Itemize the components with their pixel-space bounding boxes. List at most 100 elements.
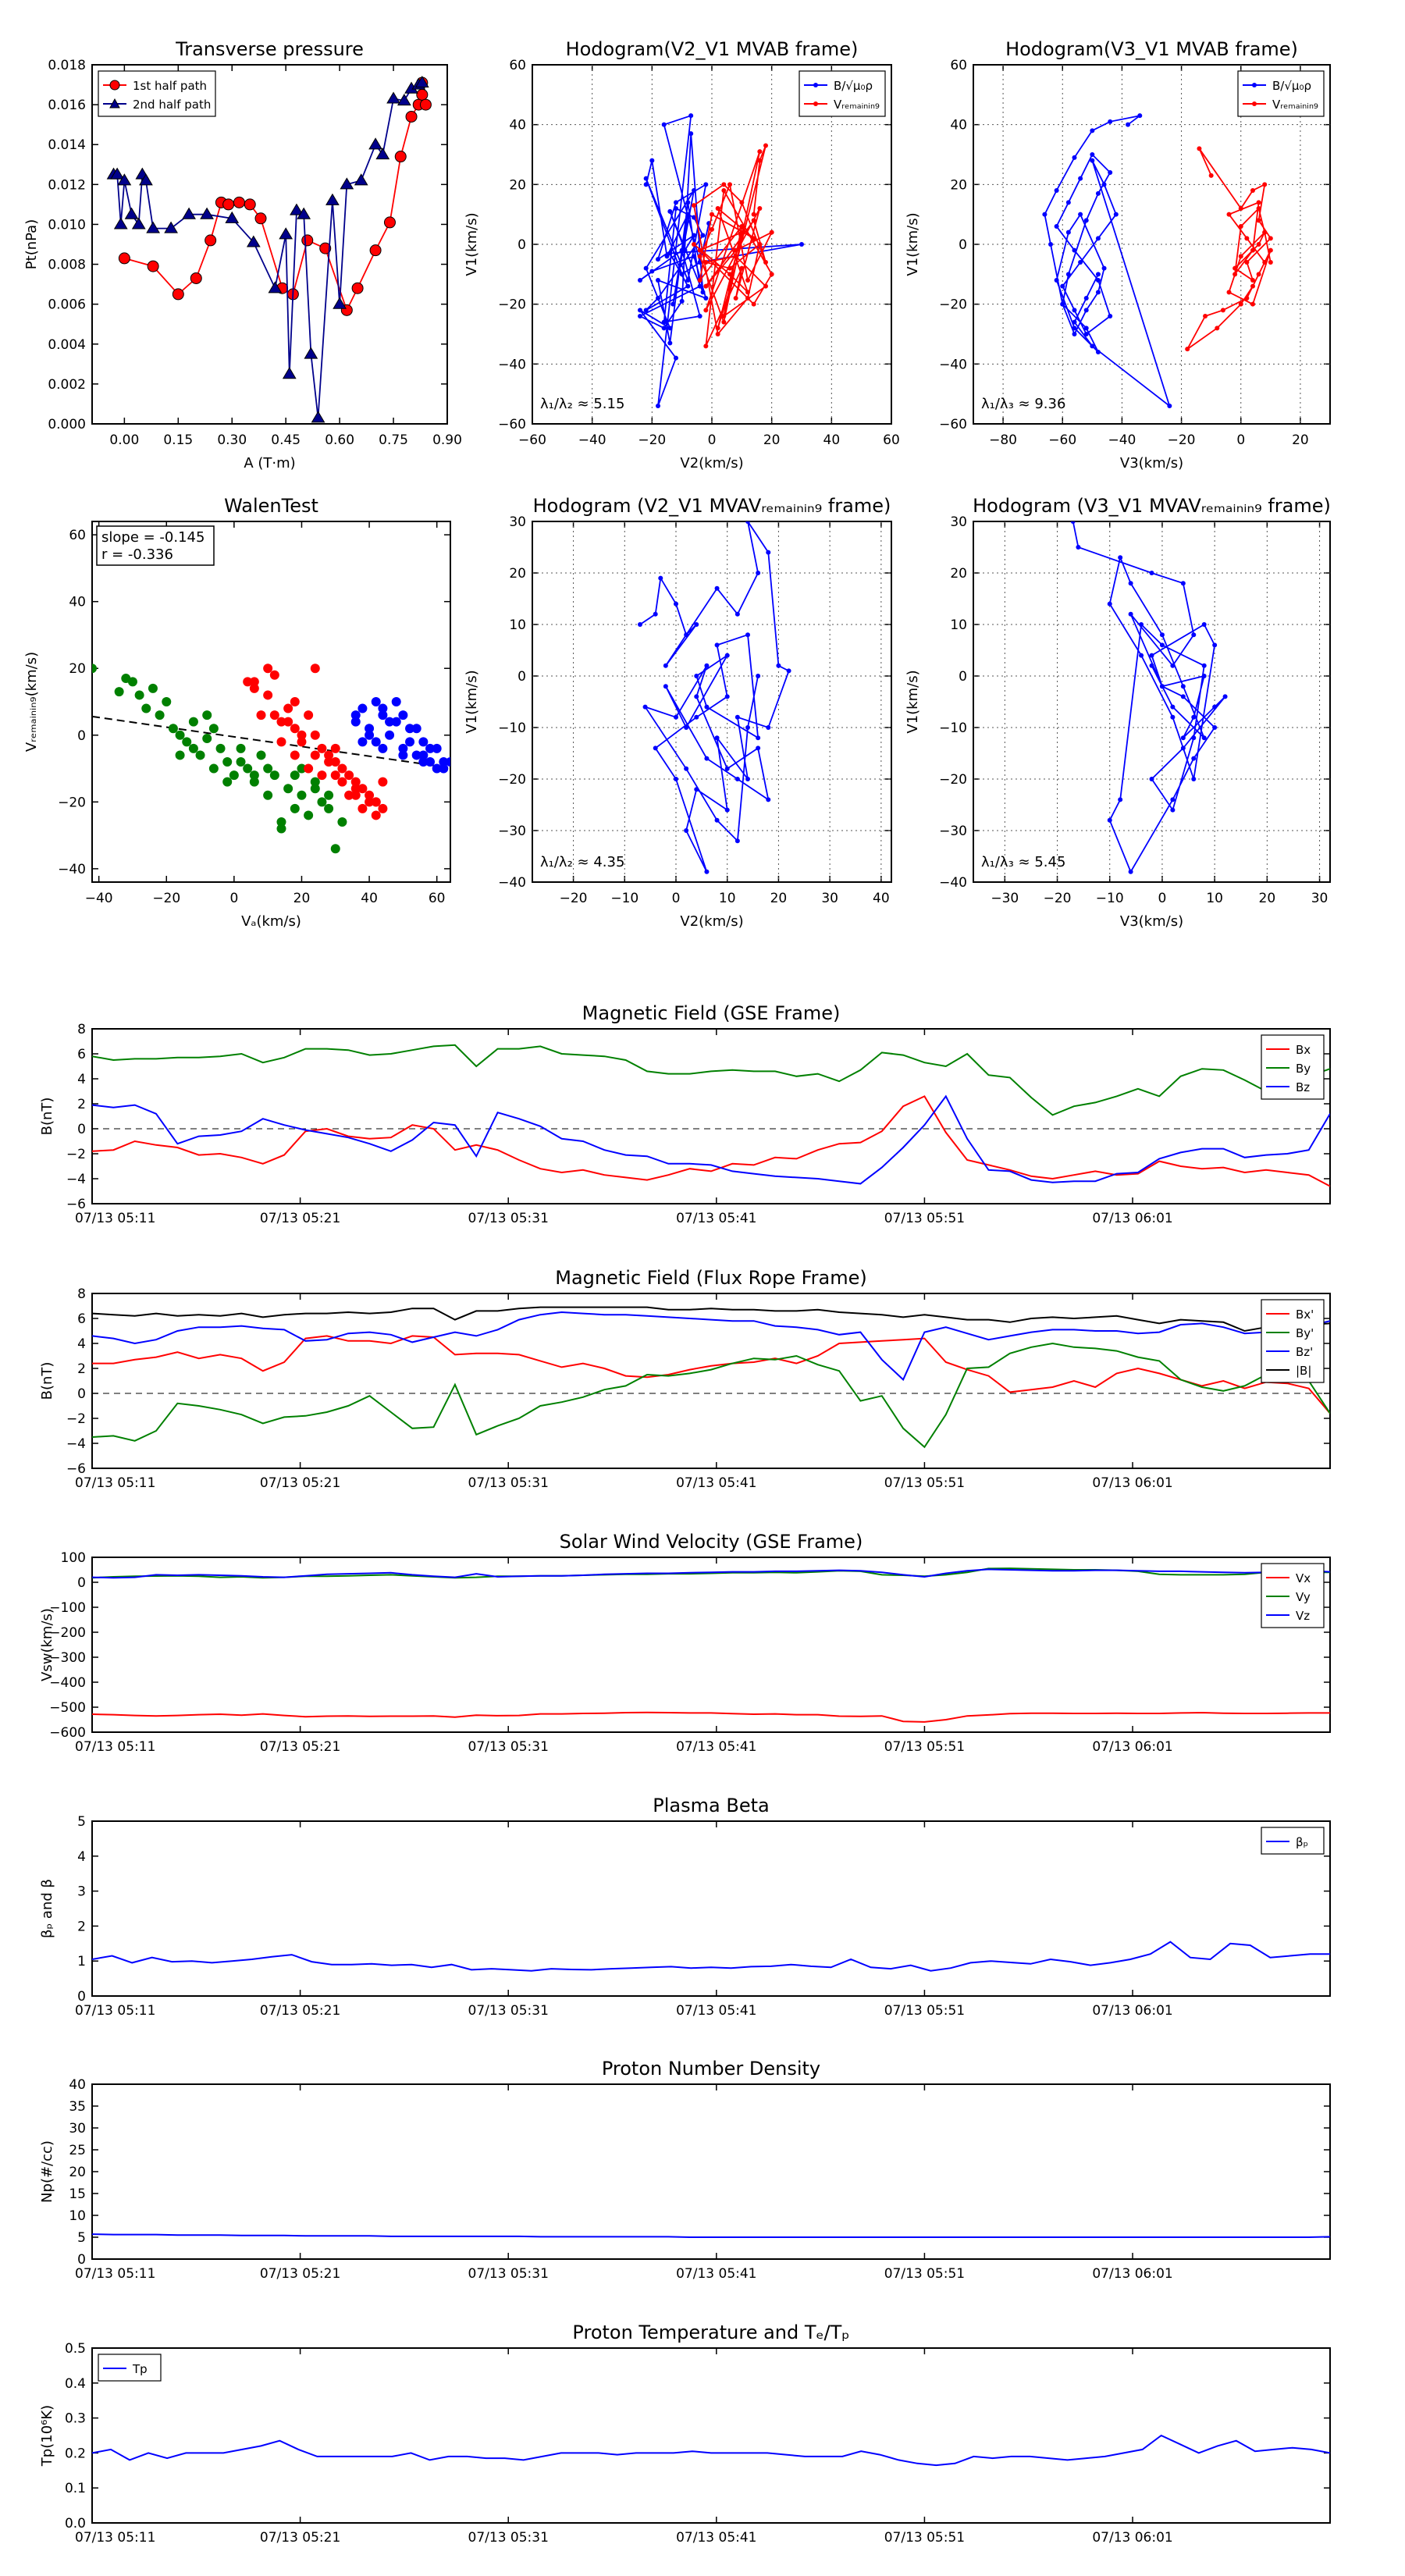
- data-point: [365, 730, 375, 740]
- data-point: [354, 173, 368, 186]
- data-point: [244, 198, 256, 211]
- chart-title: Transverse pressure: [175, 38, 364, 60]
- x-tick-label: −60: [1048, 432, 1076, 448]
- data-point: [694, 714, 699, 720]
- y-axis-label: B(nT): [39, 1362, 55, 1400]
- legend-marker: [1252, 83, 1257, 87]
- chart-title: Proton Number Density: [602, 2058, 820, 2080]
- legend-marker: [813, 83, 818, 87]
- data-point: [371, 810, 381, 820]
- x-tick-label: 07/13 05:31: [468, 1739, 549, 1755]
- data-point: [1250, 188, 1255, 193]
- data-point: [378, 703, 388, 713]
- y-tick-label: 0: [959, 669, 967, 685]
- y-tick-label: 60: [950, 58, 967, 73]
- y-tick-label: 2: [77, 1919, 86, 1934]
- x-tick-label: 0.30: [217, 432, 247, 448]
- data-point: [727, 286, 732, 292]
- plot-frame: [973, 521, 1331, 883]
- x-axis-label: Vₐ(km/s): [241, 913, 301, 930]
- x-tick-label: 07/13 05:21: [260, 2530, 340, 2546]
- data-point: [786, 668, 791, 674]
- data-point: [714, 585, 720, 591]
- data-point: [375, 148, 390, 160]
- data-point: [656, 257, 660, 262]
- data-point: [1072, 308, 1077, 313]
- data-point: [769, 272, 774, 277]
- data-point: [391, 717, 401, 727]
- data-point: [325, 193, 340, 205]
- y-axis-label: Tp(10⁶K): [39, 2405, 55, 2467]
- data-point: [175, 750, 185, 760]
- plot-area: [1070, 521, 1228, 874]
- data-point: [739, 229, 745, 235]
- data-point: [304, 810, 314, 820]
- data-point: [310, 750, 320, 760]
- legend-label: 1st half path: [133, 79, 207, 93]
- y-tick-label: 3: [77, 1884, 86, 1900]
- data-point: [724, 807, 730, 813]
- data-point: [1238, 301, 1243, 307]
- data-point: [1201, 674, 1207, 678]
- data-point: [350, 777, 361, 787]
- data-point: [1128, 581, 1133, 586]
- y-tick-label: 0.3: [65, 2411, 86, 2427]
- data-point: [1095, 350, 1101, 354]
- data-point: [134, 690, 144, 700]
- data-point: [721, 314, 727, 318]
- y-tick-label: 30: [950, 514, 967, 530]
- x-tick-label: −40: [1108, 432, 1136, 448]
- y-tick-label: −40: [939, 875, 967, 891]
- data-point: [283, 717, 293, 727]
- data-point: [269, 670, 279, 680]
- y-tick-label: 20: [509, 177, 526, 193]
- data-point: [1201, 735, 1207, 741]
- x-axis-label: V3(km/s): [1120, 455, 1183, 471]
- data-point: [249, 777, 259, 787]
- data-point: [330, 770, 340, 781]
- series-h2-0-line: [1044, 115, 1172, 408]
- data-point: [1226, 290, 1232, 295]
- data-point: [268, 281, 283, 294]
- y-tick-label: −20: [498, 297, 526, 313]
- x-tick-label: −20: [1168, 432, 1196, 448]
- data-point: [1170, 797, 1176, 802]
- legend-label: Vᵣₑₘₐᵢₙᵢₙ₉: [834, 98, 880, 112]
- y-tick-label: 30: [509, 514, 526, 530]
- legend-label: B/√μ₀ρ: [834, 79, 873, 93]
- x-tick-label: 0.90: [432, 432, 462, 448]
- data-point: [290, 203, 304, 215]
- data-point: [249, 683, 259, 693]
- y-tick-label: 0: [77, 2252, 86, 2268]
- data-point: [188, 743, 198, 753]
- data-point: [205, 234, 217, 247]
- data-point: [344, 790, 354, 800]
- y-tick-label: −6: [66, 1461, 86, 1477]
- x-tick-label: 0: [672, 891, 681, 906]
- series-mag_gse-1-line: [92, 1044, 1330, 1116]
- y-tick-label: 5: [77, 2230, 86, 2246]
- y-tick-label: −40: [939, 357, 967, 372]
- data-point: [1095, 278, 1101, 283]
- data-point: [763, 283, 768, 289]
- plot-frame: [91, 1820, 1331, 1997]
- data-point: [243, 677, 253, 687]
- x-tick-label: 07/13 06:01: [1092, 2003, 1172, 2019]
- y-tick-label: −4: [66, 1436, 86, 1452]
- data-point: [1072, 319, 1077, 325]
- y-tick-label: 10: [69, 2208, 86, 2224]
- data-point: [715, 206, 720, 211]
- x-tick-label: 0.00: [109, 432, 139, 448]
- data-point: [1072, 326, 1077, 331]
- data-point: [667, 326, 673, 331]
- data-point: [679, 247, 685, 253]
- y-tick-label: 0.002: [48, 377, 86, 393]
- data-point: [357, 784, 368, 794]
- data-point: [721, 188, 727, 193]
- y-tick-label: 0: [77, 1575, 86, 1591]
- data-point: [398, 743, 408, 753]
- x-tick-label: −20: [638, 432, 666, 448]
- data-point: [684, 766, 689, 771]
- data-point: [330, 757, 340, 767]
- data-point: [638, 308, 642, 313]
